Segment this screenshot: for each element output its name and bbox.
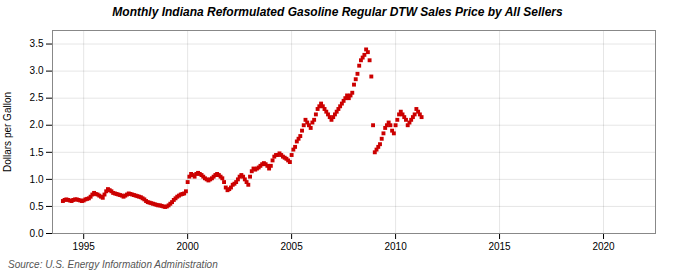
svg-text:2015: 2015 <box>488 241 511 252</box>
html-text:Source: U.S. Energy Informatio: Source: U.S. Energy Information Administ… <box>8 259 218 270</box>
svg-text:1.0: 1.0 <box>30 174 44 185</box>
svg-text:3.0: 3.0 <box>30 65 44 76</box>
svg-text:2.0: 2.0 <box>30 119 44 130</box>
svg-text:Dollars per Gallon: Dollars per Gallon <box>2 92 13 172</box>
svg-text:2010: 2010 <box>384 241 407 252</box>
svg-text:0.0: 0.0 <box>30 228 44 239</box>
svg-text:0.5: 0.5 <box>30 201 44 212</box>
svg-text:2005: 2005 <box>280 241 303 252</box>
svg-text:2000: 2000 <box>177 241 200 252</box>
svg-text:1.5: 1.5 <box>30 147 44 158</box>
svg-text:2.5: 2.5 <box>30 92 44 103</box>
svg-text:2020: 2020 <box>592 241 615 252</box>
svg-text:1995: 1995 <box>73 241 96 252</box>
html-text:Monthly Indiana Reformulated G: Monthly Indiana Reformulated Gasoline Re… <box>112 5 563 19</box>
svg-text:3.5: 3.5 <box>30 38 44 49</box>
